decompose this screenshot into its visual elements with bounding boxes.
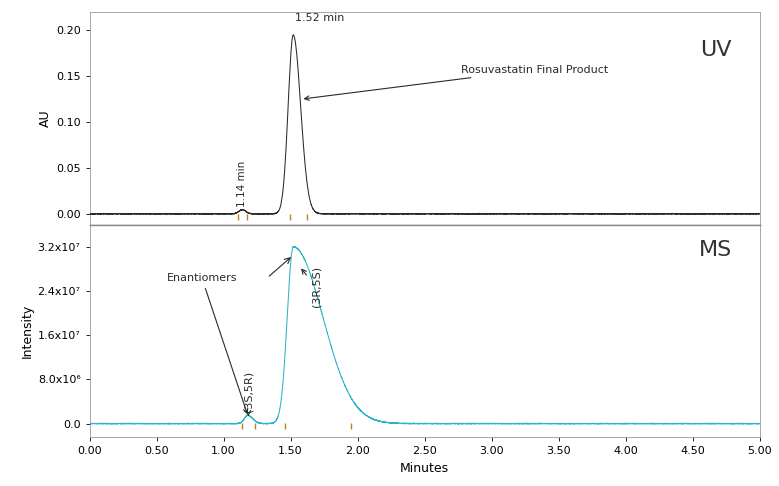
Text: Enantiomers: Enantiomers (167, 273, 248, 413)
Text: 1.14 min: 1.14 min (238, 161, 247, 208)
Text: 1.52 min: 1.52 min (295, 13, 344, 23)
Y-axis label: AU: AU (39, 110, 51, 127)
Text: (3R,5S): (3R,5S) (301, 266, 321, 307)
Y-axis label: Intensity: Intensity (20, 304, 33, 358)
Text: MS: MS (700, 240, 732, 260)
Text: UV: UV (700, 40, 731, 60)
Text: (3S,5R): (3S,5R) (243, 371, 253, 415)
X-axis label: Minutes: Minutes (400, 462, 449, 475)
Text: Rosuvastatin Final Product: Rosuvastatin Final Product (305, 65, 608, 100)
